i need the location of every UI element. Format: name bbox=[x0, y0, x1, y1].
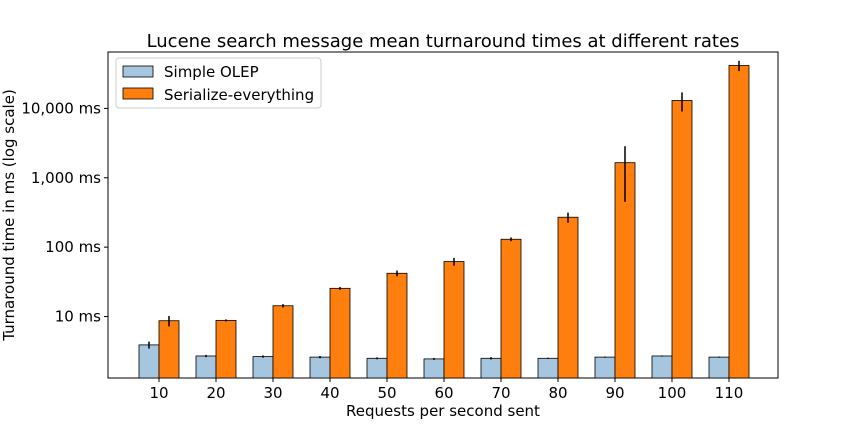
y-tick-label: 100 ms bbox=[45, 238, 101, 256]
bar-simple-olep-100 bbox=[651, 355, 673, 379]
legend-label-serialize-everything: Serialize-everything bbox=[164, 86, 314, 104]
x-tick-label: 30 bbox=[263, 384, 282, 402]
bars-layer bbox=[138, 65, 750, 379]
bar-serialize-everything-100 bbox=[671, 100, 693, 379]
bar-serialize-everything-10 bbox=[158, 320, 180, 379]
bar-simple-olep-10 bbox=[138, 344, 160, 379]
bar-simple-olep-70 bbox=[480, 357, 502, 379]
bar-serialize-everything-80 bbox=[557, 216, 579, 379]
x-axis-label: Requests per second sent bbox=[346, 402, 540, 420]
x-tick-label: 100 bbox=[658, 384, 687, 402]
x-tick-label: 70 bbox=[491, 384, 510, 402]
legend-box bbox=[115, 57, 322, 109]
y-tick-label: 1,000 ms bbox=[31, 169, 101, 187]
bar-serialize-everything-40 bbox=[329, 287, 351, 379]
bar-simple-olep-40 bbox=[309, 356, 331, 379]
bar-serialize-everything-60 bbox=[443, 261, 465, 379]
bar-serialize-everything-110 bbox=[728, 65, 750, 379]
y-axis-label: Turnaround time in ms (log scale) bbox=[0, 89, 18, 342]
legend-label-simple-olep: Simple OLEP bbox=[164, 63, 259, 81]
bar-simple-olep-90 bbox=[594, 356, 616, 379]
bar-simple-olep-80 bbox=[537, 357, 559, 379]
x-tick-label: 110 bbox=[715, 384, 744, 402]
bar-serialize-everything-20 bbox=[215, 319, 237, 379]
error-bars-layer bbox=[148, 60, 740, 360]
bar-serialize-everything-50 bbox=[386, 272, 408, 379]
bar-serialize-everything-70 bbox=[500, 238, 522, 379]
bar-simple-olep-50 bbox=[366, 357, 388, 379]
x-tick-label: 60 bbox=[434, 384, 453, 402]
bar-serialize-everything-30 bbox=[272, 305, 294, 379]
x-tick-label: 90 bbox=[605, 384, 624, 402]
x-tick-label: 50 bbox=[377, 384, 396, 402]
y-tick-label: 10,000 ms bbox=[21, 99, 101, 117]
y-tick-label: 10 ms bbox=[55, 308, 101, 326]
x-ticks: 10 20 30 40 50 60 70 80 90 100 110 bbox=[149, 378, 743, 402]
x-tick-label: 10 bbox=[149, 384, 168, 402]
bar-simple-olep-30 bbox=[252, 356, 274, 379]
y-ticks: 10 ms 100 ms 1,000 ms 10,000 ms bbox=[21, 99, 108, 326]
legend: Simple OLEP Serialize-everything bbox=[115, 57, 322, 109]
x-tick-label: 80 bbox=[548, 384, 567, 402]
x-tick-label: 40 bbox=[320, 384, 339, 402]
legend-swatch-simple-olep bbox=[122, 65, 154, 78]
bar-simple-olep-20 bbox=[195, 355, 217, 379]
bar-simple-olep-110 bbox=[708, 356, 730, 379]
x-tick-label: 20 bbox=[206, 384, 225, 402]
chart-title: Lucene search message mean turnaround ti… bbox=[147, 31, 740, 52]
legend-swatch-serialize-everything bbox=[122, 87, 154, 100]
bar-simple-olep-60 bbox=[423, 358, 445, 379]
